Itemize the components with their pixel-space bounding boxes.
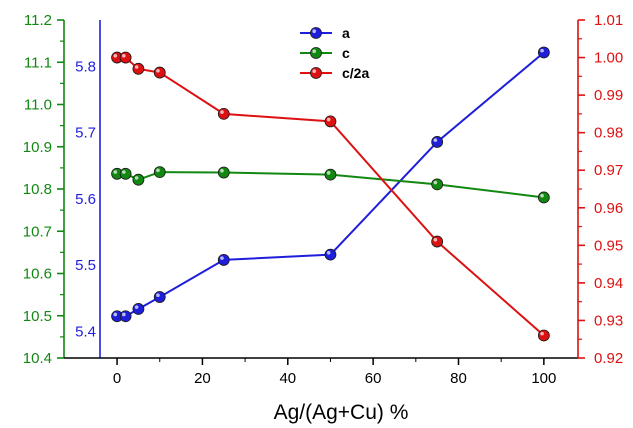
y-tick-label-c2a: 0.92 [594, 350, 623, 367]
x-tick-label: 80 [450, 370, 467, 387]
data-point-a [132, 303, 145, 315]
data-point-a [431, 136, 444, 148]
y-tick-label-c2a: 0.97 [594, 162, 623, 179]
data-point-c2a [431, 235, 444, 248]
y-tick-label-c: 10.7 [23, 223, 52, 240]
y-tick-label-a: 5.8 [75, 58, 96, 75]
series-layer [111, 46, 550, 342]
legend-marker [310, 47, 322, 59]
data-point-a [153, 291, 166, 303]
y-tick-label-c2a: 0.93 [594, 312, 623, 329]
legend-label: c [342, 45, 350, 61]
data-point-c2a [132, 62, 145, 75]
y-tick-label-a: 5.5 [75, 257, 96, 274]
x-tick-label: 40 [279, 370, 296, 387]
legend-entry-c2a: c/2a [300, 65, 369, 81]
x-tick-label: 20 [194, 370, 211, 387]
data-point-c [132, 173, 145, 186]
y-tick-label-c: 10.8 [23, 181, 52, 198]
legend-label: c/2a [342, 65, 369, 81]
y-tick-label-c2a: 0.99 [594, 87, 623, 104]
legend-entry-c: c [300, 45, 350, 61]
y-tick-label-a: 5.6 [75, 191, 96, 208]
y-tick-label-c: 11.1 [24, 54, 52, 71]
x-tick-label: 100 [531, 370, 556, 387]
axes-layer: 0 20 40 60 80 100 5.4 5.5 5.6 5.7 5.8 10.4 10.5 10.6 1… [23, 12, 623, 387]
data-point-c [431, 178, 444, 191]
data-point-c2a [119, 51, 132, 64]
data-point-c [537, 191, 550, 204]
x-tick-label: 0 [113, 370, 121, 387]
y-tick-label-c2a: 0.98 [594, 125, 623, 142]
y-tick-label-c2a: 1.00 [594, 50, 623, 67]
data-point-c2a [537, 329, 550, 342]
y-tick-label-c2a: 0.96 [594, 200, 623, 217]
y-tick-label-c: 10.5 [23, 308, 52, 325]
y-tick-label-c: 10.6 [23, 266, 52, 283]
data-point-c [324, 168, 337, 181]
data-point-c2a [217, 107, 230, 120]
legend-marker [310, 67, 322, 79]
y-tick-label-c: 11.0 [24, 97, 52, 114]
legend: ac c/2a [300, 25, 369, 81]
x-tick-label: 60 [365, 370, 382, 387]
data-point-c2a [324, 115, 337, 128]
y-tick-label-c: 10.4 [23, 350, 52, 367]
data-point-a [217, 254, 230, 266]
y-tick-label-c: 10.9 [23, 139, 52, 156]
y-tick-label-c2a: 0.94 [594, 275, 623, 292]
y-tick-label-c: 11.2 [24, 12, 52, 29]
data-point-a [324, 248, 337, 261]
data-point-a [119, 310, 132, 323]
data-point-c [153, 166, 166, 179]
legend-entry-a: a [300, 25, 350, 41]
data-point-c [119, 167, 132, 180]
y-tick-label-a: 5.7 [75, 125, 96, 142]
data-point-c2a [153, 66, 166, 79]
x-axis-title: Ag/(Ag+Cu) % [274, 401, 409, 424]
series-line-a [117, 51, 545, 318]
data-point-c [217, 166, 230, 179]
y-tick-label-c2a: 0.95 [594, 237, 623, 254]
series-line-c2a [117, 56, 545, 337]
y-tick-label-a: 5.4 [75, 323, 96, 340]
data-point-a [537, 46, 550, 59]
legend-marker [310, 27, 322, 39]
legend-label: a [342, 25, 350, 41]
y-tick-label-c2a: 1.01 [594, 12, 623, 29]
